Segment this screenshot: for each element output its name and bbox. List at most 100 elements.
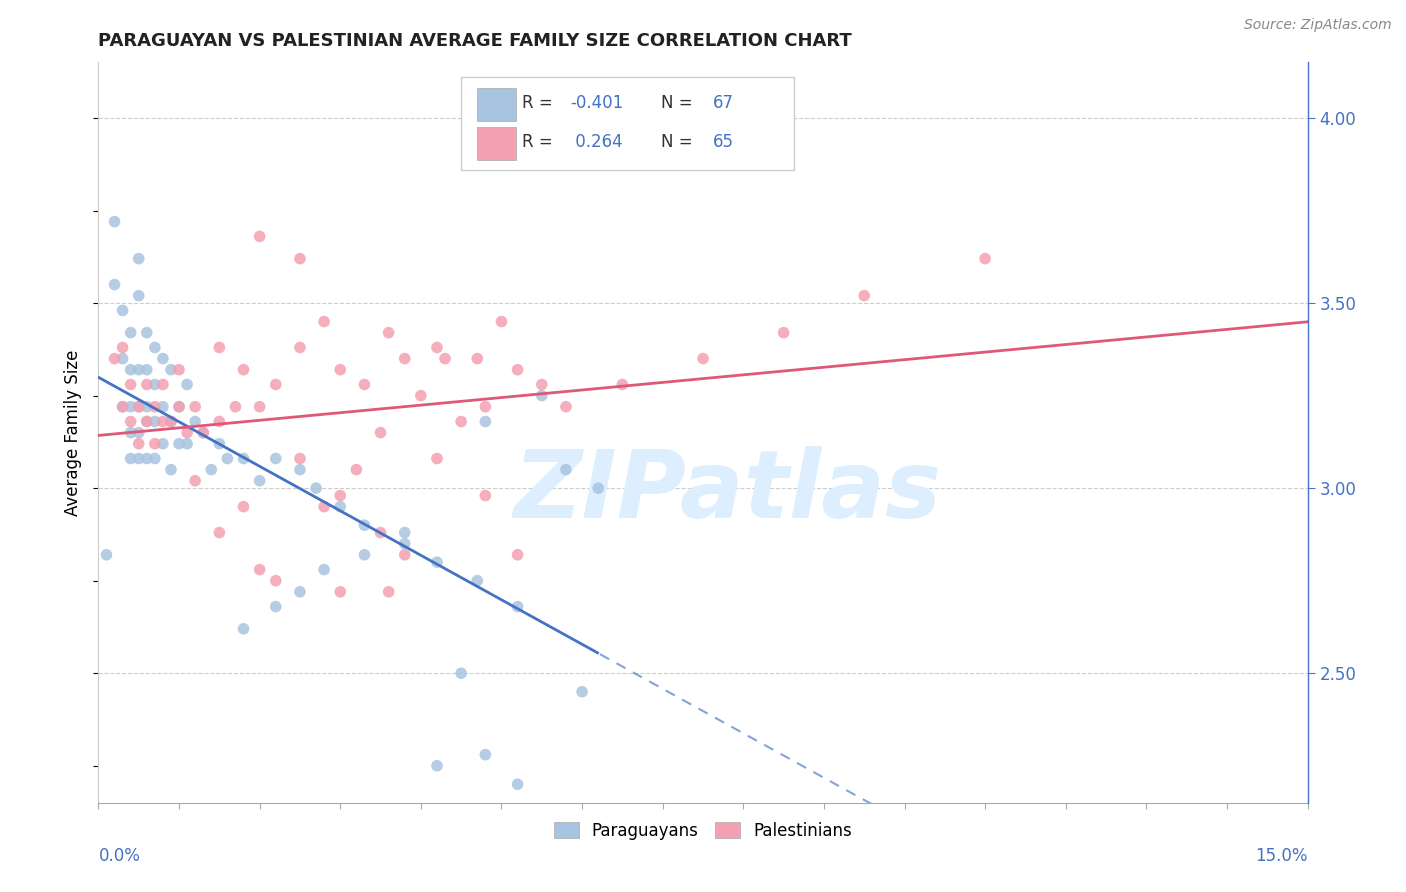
Point: [305, 481, 328, 495]
Point: [249, 563, 271, 577]
Point: [111, 400, 134, 414]
Point: [264, 451, 287, 466]
Point: [160, 415, 183, 429]
Point: [143, 341, 166, 355]
Point: [465, 574, 488, 588]
Point: [128, 400, 150, 414]
Point: [128, 252, 150, 266]
Point: [152, 400, 174, 414]
Point: [370, 425, 392, 440]
Point: [394, 548, 416, 562]
Point: [128, 436, 150, 450]
Point: [176, 436, 198, 450]
Text: 0.0%: 0.0%: [98, 847, 141, 865]
Point: [853, 288, 876, 302]
Point: [103, 277, 125, 292]
Point: [329, 362, 352, 376]
Point: [370, 525, 392, 540]
Point: [193, 425, 215, 440]
Point: [612, 377, 634, 392]
Point: [184, 474, 207, 488]
Point: [288, 341, 311, 355]
Point: [249, 400, 271, 414]
Text: N =: N =: [661, 133, 697, 151]
Text: 65: 65: [713, 133, 734, 151]
Point: [329, 584, 352, 599]
Point: [426, 341, 449, 355]
Point: [409, 389, 432, 403]
Point: [160, 415, 183, 429]
Point: [426, 555, 449, 569]
Text: Source: ZipAtlas.com: Source: ZipAtlas.com: [1244, 18, 1392, 32]
Point: [474, 400, 496, 414]
Point: [450, 666, 472, 681]
Point: [96, 548, 118, 562]
Point: [135, 377, 157, 392]
Point: [176, 425, 198, 440]
Point: [176, 377, 198, 392]
Text: R =: R =: [522, 95, 558, 112]
Point: [135, 415, 157, 429]
Point: [264, 377, 287, 392]
Point: [571, 685, 593, 699]
Point: [143, 436, 166, 450]
Point: [135, 400, 157, 414]
Point: [111, 341, 134, 355]
Point: [160, 462, 183, 476]
Point: [184, 400, 207, 414]
Point: [184, 415, 207, 429]
Point: [224, 400, 246, 414]
Point: [772, 326, 794, 340]
Point: [264, 574, 287, 588]
Point: [474, 415, 496, 429]
Text: ZIPatlas: ZIPatlas: [513, 446, 941, 538]
Text: PARAGUAYAN VS PALESTINIAN AVERAGE FAMILY SIZE CORRELATION CHART: PARAGUAYAN VS PALESTINIAN AVERAGE FAMILY…: [98, 32, 852, 50]
Point: [692, 351, 714, 366]
Point: [586, 481, 609, 495]
Point: [314, 500, 336, 514]
Point: [377, 584, 399, 599]
Point: [506, 548, 529, 562]
Point: [120, 377, 142, 392]
Point: [143, 451, 166, 466]
Text: R =: R =: [522, 133, 558, 151]
Point: [314, 314, 336, 328]
Point: [208, 436, 231, 450]
Point: [135, 451, 157, 466]
Point: [426, 451, 449, 466]
Point: [200, 462, 222, 476]
Point: [208, 341, 231, 355]
Point: [232, 622, 254, 636]
Point: [353, 377, 375, 392]
Point: [329, 500, 352, 514]
Point: [128, 451, 150, 466]
Point: [394, 351, 416, 366]
Point: [232, 500, 254, 514]
FancyBboxPatch shape: [477, 88, 516, 121]
Point: [120, 362, 142, 376]
Point: [143, 377, 166, 392]
Point: [152, 415, 174, 429]
Point: [264, 599, 287, 614]
Point: [135, 326, 157, 340]
Point: [103, 214, 125, 228]
Point: [491, 314, 513, 328]
Point: [506, 599, 529, 614]
Point: [474, 489, 496, 503]
Point: [530, 389, 553, 403]
Point: [167, 362, 190, 376]
Point: [506, 362, 529, 376]
Point: [314, 563, 336, 577]
Point: [353, 548, 375, 562]
Point: [120, 451, 142, 466]
Point: [974, 252, 997, 266]
Point: [193, 425, 215, 440]
Point: [143, 415, 166, 429]
Point: [120, 425, 142, 440]
Point: [426, 758, 449, 772]
Point: [394, 525, 416, 540]
Point: [111, 303, 134, 318]
Point: [555, 400, 578, 414]
Text: N =: N =: [661, 95, 697, 112]
Point: [167, 400, 190, 414]
